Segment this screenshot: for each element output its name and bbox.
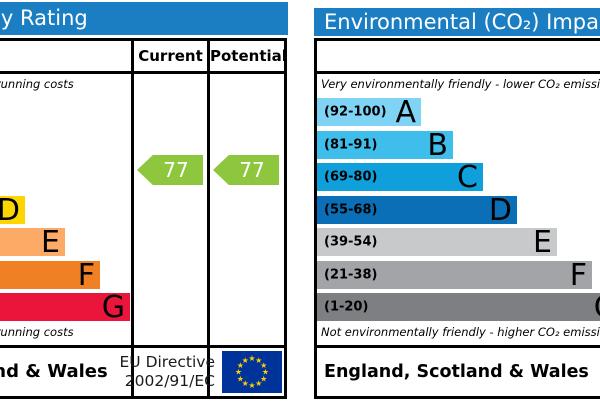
band-e: (39-54) E <box>317 225 557 261</box>
eu-directive-line2: 2002/91/EC <box>124 372 215 390</box>
eu-directive-label: EU Directive 2002/91/EC <box>110 353 216 391</box>
header-row-divider <box>317 71 600 74</box>
energy-top-note: Very energy efficient - lower running co… <box>0 77 74 91</box>
svg-text:★: ★ <box>262 368 269 377</box>
environmental-co2-chart: Environmental (CO₂) Impact Rating Curren… <box>314 8 600 399</box>
svg-text:★: ★ <box>237 374 244 383</box>
column-divider <box>131 41 134 396</box>
svg-text:★: ★ <box>242 356 249 365</box>
svg-text:★: ★ <box>248 381 255 390</box>
svg-text:★: ★ <box>255 356 262 365</box>
svg-text:★: ★ <box>260 374 267 383</box>
energy-bottom-note: Not energy efficient - higher running co… <box>0 325 74 339</box>
environmental-chart-title: Environmental (CO₂) Impact Rating <box>314 8 600 36</box>
region-label: England & Wales <box>0 361 108 382</box>
band-letter: F <box>569 257 587 293</box>
environmental-chart-table: Current Potential Very environmentally f… <box>314 38 600 399</box>
band-letter: G <box>101 290 125 326</box>
band-d: (55-68) D <box>317 192 517 228</box>
band-g: (1-20) G <box>0 290 130 326</box>
energy-bands: (92-100) A (81-91) B (69-80) C (55-68) D… <box>0 98 131 326</box>
svg-text:★: ★ <box>248 354 255 363</box>
band-letter: C <box>457 160 478 196</box>
band-b: (81-91) B <box>317 127 453 163</box>
band-c: (69-80) C <box>317 160 483 196</box>
band-d: (55-68) D <box>0 192 25 228</box>
band-range: (55-68) <box>324 202 378 217</box>
band-range: (21-38) <box>324 267 378 282</box>
svg-text:★: ★ <box>260 361 267 370</box>
band-f: (21-38) F <box>317 257 592 293</box>
band-letter: D <box>0 192 20 228</box>
band-letter: E <box>41 225 60 261</box>
band-letter: D <box>488 192 512 228</box>
energy-chart-title: Energy Efficiency Rating <box>0 2 288 35</box>
band-letter: A <box>395 95 416 131</box>
potential-rating-arrow: 77 <box>213 155 279 185</box>
column-divider <box>207 41 210 396</box>
footer-row-divider <box>0 345 284 348</box>
band-letter: G <box>594 293 600 323</box>
environmental-bottom-note: Not environmentally friendly - higher CO… <box>321 325 600 339</box>
band-letter: E <box>533 225 552 261</box>
band-range: (92-100) <box>324 104 387 120</box>
current-rating-value: 77 <box>163 158 189 182</box>
band-range: (69-80) <box>324 169 378 185</box>
eu-directive-line1: EU Directive <box>119 353 216 371</box>
region-label: England, Scotland & Wales <box>324 362 589 382</box>
svg-text:★: ★ <box>235 368 242 377</box>
energy-efficiency-chart: Energy Efficiency Rating Current Potenti… <box>0 2 288 399</box>
current-rating-arrow: 77 <box>137 155 203 185</box>
band-a: (92-100) A <box>317 95 421 131</box>
current-column-header: Current <box>138 47 203 65</box>
footer-row-divider <box>317 345 600 348</box>
eu-flag-icon: ★ ★ ★ ★ ★ ★ ★ ★ ★ ★ ★ ★ <box>222 351 282 393</box>
band-letter: F <box>77 257 95 293</box>
band-g: (1-20) G <box>317 293 600 323</box>
svg-text:★: ★ <box>242 379 249 388</box>
band-e: (39-54) E <box>0 225 65 261</box>
band-range: (1-20) <box>324 299 369 315</box>
potential-column-header: Potential <box>210 47 287 65</box>
band-range: (81-91) <box>324 137 378 152</box>
band-range: (39-54) <box>324 234 378 250</box>
energy-chart-table: Current Potential Very energy efficient … <box>0 38 287 399</box>
environmental-chart-footer: England, Scotland & Wales EU Directive 2… <box>317 348 600 396</box>
svg-text:★: ★ <box>237 361 244 370</box>
environmental-top-note: Very environmentally friendly - lower CO… <box>321 77 600 91</box>
environmental-bands: (92-100) A (81-91) B (69-80) C (55-68) D… <box>317 98 600 326</box>
potential-rating-value: 77 <box>239 158 265 182</box>
header-row-divider <box>0 71 284 74</box>
band-f: (21-38) F <box>0 257 100 293</box>
band-letter: B <box>427 127 448 163</box>
energy-chart-footer: England & Wales EU Directive 2002/91/EC … <box>0 348 284 396</box>
svg-text:★: ★ <box>255 379 262 388</box>
